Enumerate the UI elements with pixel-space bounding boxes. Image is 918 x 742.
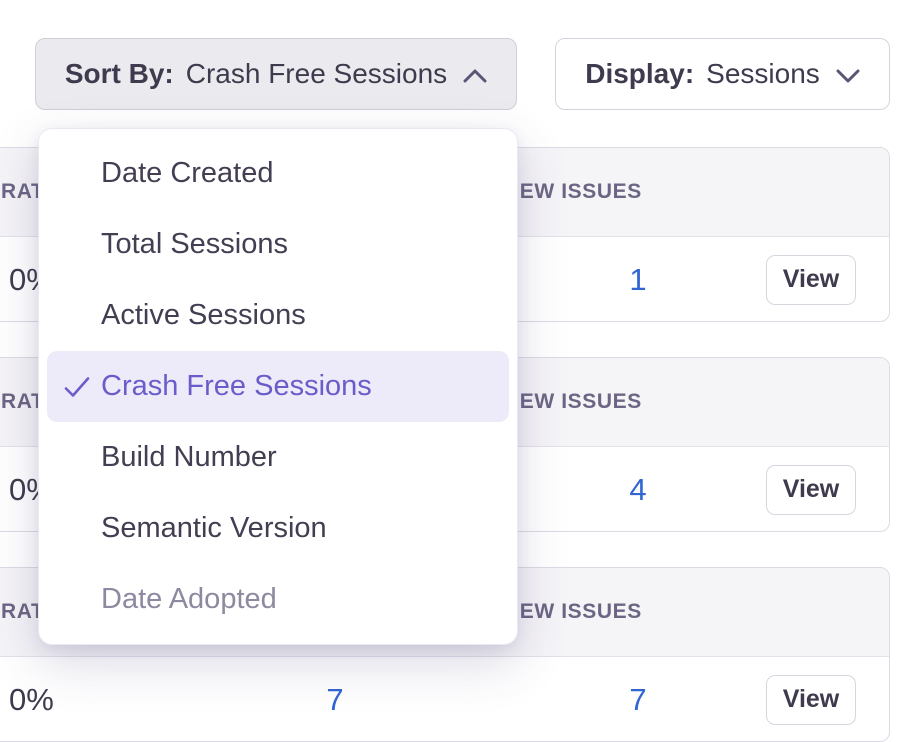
menu-item-active-sessions[interactable]: Active Sessions: [101, 299, 306, 331]
display-button[interactable]: Display: Sessions: [555, 38, 890, 110]
menu-item-date-adopted[interactable]: Date Adopted: [101, 583, 277, 615]
column-header-new-issues: NEW ISSUES: [504, 180, 642, 203]
display-value: Sessions: [706, 58, 820, 89]
column-header-new-issues: NEW ISSUES: [504, 600, 642, 623]
sort-by-menu: Date Created Total Sessions Active Sessi…: [38, 128, 518, 645]
column-header-new-issues: NEW ISSUES: [504, 390, 642, 413]
sort-by-label: Sort By:: [64, 58, 174, 89]
sort-by-button[interactable]: Sort By: Crash Free Sessions: [35, 38, 517, 110]
menu-item-label: Crash Free Sessions: [101, 370, 372, 402]
menu-item-date-created[interactable]: Date Created: [101, 157, 274, 189]
view-button[interactable]: View: [766, 254, 856, 305]
display-label: Display:: [585, 58, 695, 89]
menu-item-semantic-version[interactable]: Semantic Version: [101, 512, 327, 544]
new-issues-count-link[interactable]: 4: [629, 471, 647, 507]
menu-item-total-sessions[interactable]: Total Sessions: [101, 228, 288, 260]
chevron-up-icon: [463, 69, 487, 82]
table-row: 0% 4 View: [0, 447, 889, 531]
menu-item-crash-free-sessions[interactable]: Crash Free Sessions: [47, 351, 509, 422]
view-button[interactable]: View: [766, 464, 856, 515]
menu-item-build-number[interactable]: Build Number: [101, 441, 277, 473]
checkmark-icon: [64, 376, 90, 397]
new-issues-count-link[interactable]: 1: [629, 261, 647, 297]
chevron-down-icon: [836, 69, 860, 82]
sort-by-value: Crash Free Sessions: [185, 58, 448, 89]
